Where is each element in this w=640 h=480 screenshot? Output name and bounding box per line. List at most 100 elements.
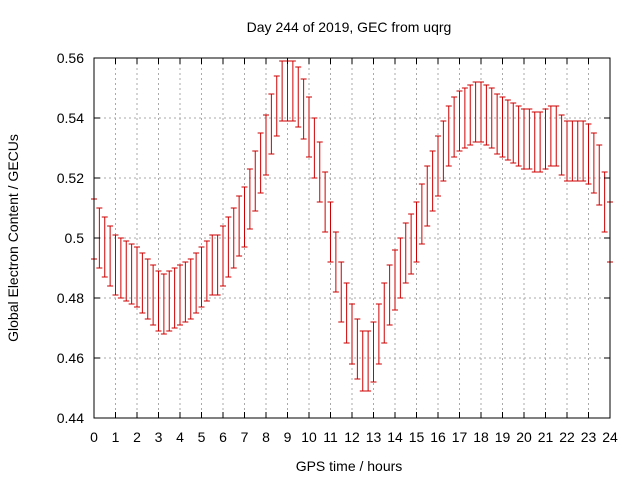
- error-bar: [467, 84, 474, 146]
- x-tick-label: 15: [409, 429, 425, 445]
- error-bar: [182, 261, 189, 323]
- error-bar: [322, 171, 329, 233]
- error-bar: [564, 120, 570, 182]
- error-bar: [273, 75, 280, 137]
- error-bar: [408, 213, 415, 275]
- x-tick-label: 24: [602, 429, 618, 445]
- error-bar: [155, 270, 162, 332]
- x-tick-label: 10: [301, 429, 317, 445]
- error-bar: [187, 258, 194, 320]
- error-bar: [375, 303, 382, 365]
- error-bar: [171, 267, 178, 329]
- error-bar: [542, 108, 549, 170]
- x-tick-label: 1: [112, 429, 120, 445]
- x-tick-label: 21: [538, 429, 554, 445]
- error-bar: [139, 252, 146, 314]
- y-tick-label: 0.54: [57, 110, 84, 126]
- error-bar: [246, 168, 253, 230]
- error-bar: [107, 225, 114, 287]
- error-bar: [279, 60, 286, 122]
- error-bar: [209, 234, 216, 296]
- x-tick-label: 18: [473, 429, 489, 445]
- y-tick-label: 0.46: [57, 350, 84, 366]
- x-tick-label: 12: [344, 429, 360, 445]
- error-bar: [263, 114, 269, 176]
- error-bar: [526, 108, 533, 170]
- x-tick-label: 16: [430, 429, 446, 445]
- error-bar: [445, 105, 452, 167]
- x-tick-label: 11: [323, 429, 338, 445]
- error-bar: [488, 87, 495, 149]
- x-tick-label: 19: [495, 429, 511, 445]
- error-bar: [134, 246, 140, 308]
- x-tick-label: 9: [284, 429, 292, 445]
- x-axis-label: GPS time / hours: [296, 458, 403, 474]
- y-axis-label: Global Electron Content / GECUs: [5, 134, 21, 342]
- chart-title: Day 244 of 2019, GEC from uqrg: [247, 19, 452, 35]
- error-bar: [354, 318, 361, 380]
- error-bar: [306, 96, 312, 158]
- error-bar: [128, 243, 135, 305]
- error-bar: [123, 240, 130, 302]
- error-bar: [284, 60, 291, 122]
- x-tick-label: 20: [516, 429, 532, 445]
- error-bar: [332, 231, 339, 293]
- error-bar: [117, 237, 124, 299]
- error-bar: [241, 186, 248, 248]
- error-bar: [230, 207, 237, 269]
- error-bar: [590, 132, 597, 194]
- error-bar: [553, 105, 560, 167]
- error-bar: [300, 78, 307, 140]
- error-bar: [101, 216, 108, 278]
- error-bar: [418, 183, 425, 245]
- error-bar: [402, 222, 409, 284]
- error-bar: [214, 234, 221, 296]
- error-bar: [198, 246, 205, 308]
- error-bar: [166, 270, 173, 332]
- error-bar: [365, 330, 372, 392]
- error-bar: [429, 150, 436, 212]
- error-bar: [569, 120, 576, 182]
- plot-frame: [93, 57, 611, 419]
- error-bar: [397, 237, 404, 299]
- error-bar: [537, 111, 544, 173]
- error-bar: [338, 261, 345, 323]
- x-tick-label: 0: [90, 429, 98, 445]
- error-bar: [193, 252, 200, 314]
- error-bar: [392, 249, 398, 311]
- x-tick-label: 22: [559, 429, 575, 445]
- error-bar: [472, 81, 479, 143]
- x-tick-label: 14: [387, 429, 403, 445]
- x-tick-label: 13: [366, 429, 382, 445]
- error-bar: [451, 96, 458, 158]
- error-bar: [177, 264, 183, 326]
- x-tick-label: 4: [176, 429, 184, 445]
- error-bar: [311, 117, 318, 179]
- error-bar: [483, 84, 490, 146]
- error-bar: [478, 81, 484, 143]
- error-bar: [220, 225, 226, 287]
- error-bar: [268, 93, 275, 155]
- x-tick-label: 2: [133, 429, 141, 445]
- y-tick-label: 0.52: [57, 170, 84, 186]
- error-bar: [440, 120, 447, 182]
- y-tick-label: 0.48: [57, 290, 84, 306]
- error-bar: [547, 105, 554, 167]
- error-bar: [236, 195, 243, 257]
- x-tick-label: 17: [452, 429, 468, 445]
- error-bar: [150, 264, 157, 326]
- error-bar: [349, 303, 355, 365]
- error-bar: [381, 282, 388, 344]
- error-bar: [494, 93, 501, 155]
- x-tick-label: 23: [581, 429, 597, 445]
- y-tick-label: 0.5: [65, 230, 85, 246]
- error-bar: [225, 216, 232, 278]
- error-bar: [327, 201, 334, 263]
- error-bar: [435, 135, 441, 197]
- error-bar: [510, 102, 517, 164]
- error-bar: [504, 99, 511, 161]
- error-bars: [91, 60, 613, 392]
- error-bar: [370, 321, 377, 383]
- error-bar: [289, 60, 296, 122]
